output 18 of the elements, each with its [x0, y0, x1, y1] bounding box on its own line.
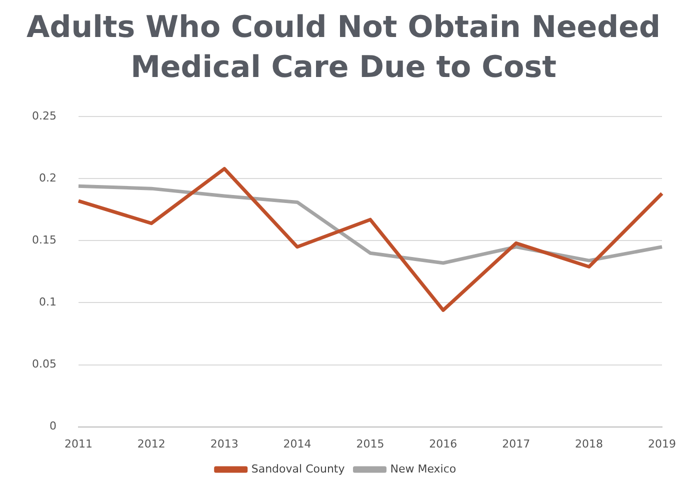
x-tick-label: 2018 [575, 437, 604, 450]
x-tick-label: 2013 [210, 437, 238, 450]
x-tick-label: 2016 [429, 437, 458, 450]
x-tick-label: 2019 [648, 437, 676, 450]
chart-title: Adults Who Could Not Obtain Needed Medical Care Due to Cost [26, 9, 662, 87]
x-tick-label: 2011 [64, 437, 92, 450]
y-tick-label: 0.25 [32, 109, 56, 122]
legend-label: Sandoval County [251, 462, 346, 476]
y-tick-label: 0.1 [38, 296, 56, 309]
y-tick-label: 0.15 [32, 234, 56, 247]
y-tick-label: 0.2 [38, 172, 56, 184]
x-tick-label: 2014 [283, 437, 312, 450]
x-tick-label: 2015 [356, 437, 384, 450]
x-tick-label: 2012 [137, 437, 166, 450]
legend-label: New Mexico [390, 462, 456, 476]
x-tick-label: 2017 [502, 437, 530, 450]
y-tick-label: 0.05 [32, 358, 56, 371]
y-tick-label: 0 [49, 420, 56, 433]
